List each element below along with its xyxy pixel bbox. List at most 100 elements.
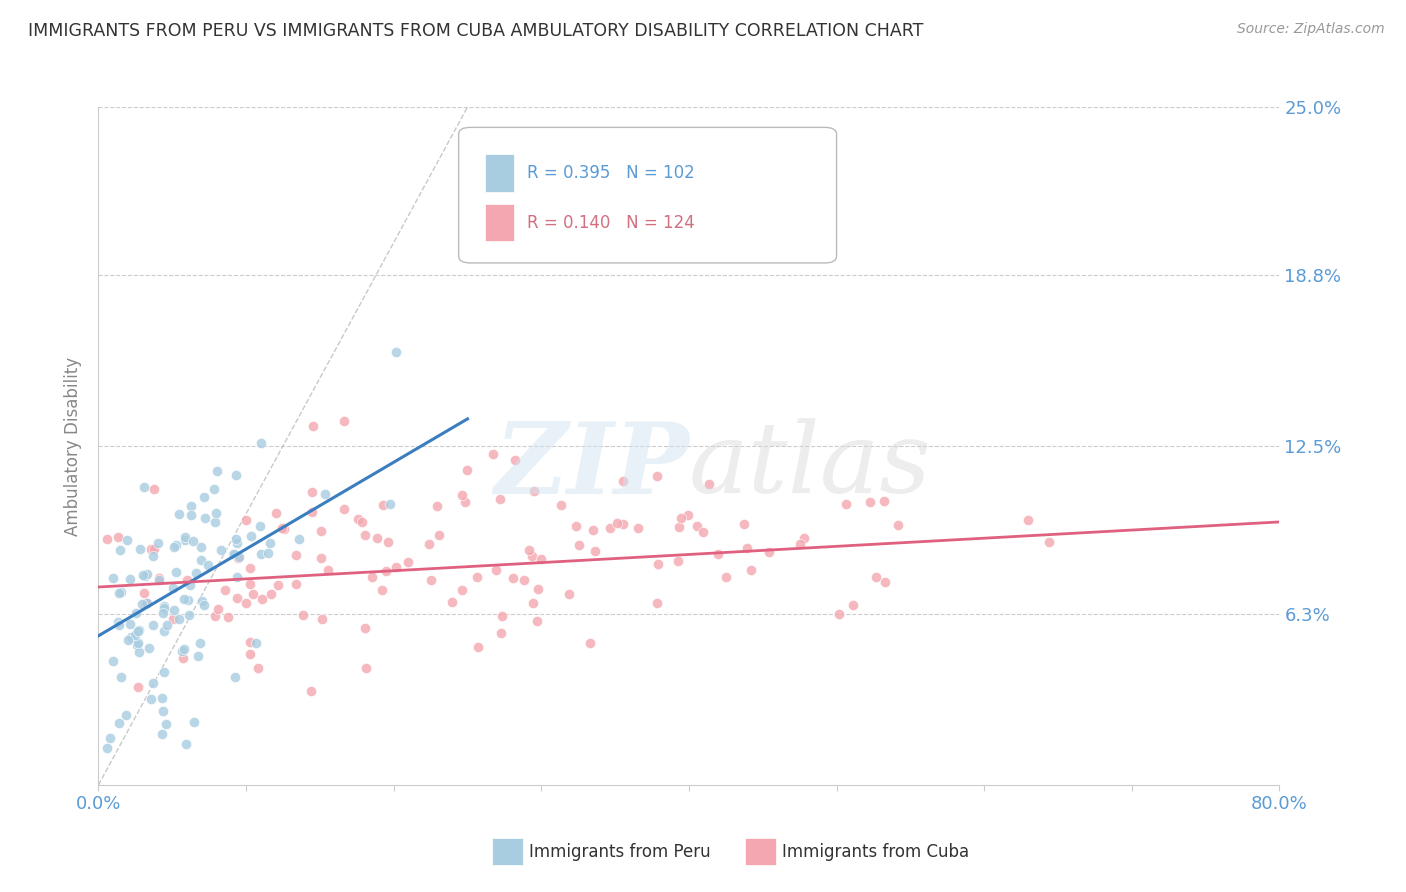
Immigrants from Cuba (668, 520, 690, 534)
Immigrants from Cuba (716, 569, 738, 583)
Immigrants from Peru (107, 615, 129, 629)
Immigrants from Peru (125, 606, 148, 620)
Immigrants from Peru (101, 570, 124, 584)
Immigrants from Cuba (467, 640, 489, 654)
Immigrants from Peru (180, 508, 202, 523)
Immigrants from Peru (110, 584, 132, 599)
Immigrants from Peru (380, 497, 402, 511)
Immigrants from Cuba (467, 570, 489, 584)
Immigrants from Peru (134, 569, 156, 583)
Immigrants from Peru (117, 633, 139, 648)
Immigrants from Peru (152, 600, 174, 615)
Immigrants from Cuba (526, 582, 548, 596)
Immigrants from Cuba (706, 547, 728, 561)
Immigrants from Peru (250, 436, 273, 450)
Immigrants from Peru (110, 670, 132, 684)
Immigrants from Peru (132, 568, 155, 582)
Immigrants from Peru (152, 665, 174, 679)
Immigrants from Cuba (142, 483, 165, 497)
Immigrants from Peru (183, 715, 205, 730)
Immigrants from Cuba (135, 596, 157, 610)
Immigrants from Peru (170, 644, 193, 658)
Immigrants from Peru (190, 636, 212, 650)
Immigrants from Cuba (579, 636, 602, 650)
Immigrants from Peru (142, 617, 165, 632)
Immigrants from Cuba (427, 528, 450, 542)
Immigrants from Cuba (835, 497, 858, 511)
Immigrants from Cuba (440, 595, 463, 609)
Immigrants from Peru (190, 553, 212, 567)
Immigrants from Peru (141, 549, 163, 564)
Immigrants from Peru (150, 691, 173, 706)
Immigrants from Peru (155, 716, 177, 731)
Immigrants from Cuba (284, 548, 307, 562)
Text: Immigrants from Peru: Immigrants from Peru (529, 843, 710, 861)
Immigrants from Cuba (489, 625, 512, 640)
Immigrants from Cuba (316, 563, 339, 577)
Immigrants from Peru (163, 540, 186, 554)
Immigrants from Cuba (686, 519, 709, 533)
Immigrants from Cuba (454, 495, 477, 509)
Immigrants from Cuba (176, 573, 198, 587)
Immigrants from Peru (124, 627, 146, 641)
Immigrants from Cuba (204, 609, 226, 624)
Immigrants from Peru (98, 731, 121, 745)
Immigrants from Cuba (456, 463, 478, 477)
Immigrants from Cuba (647, 557, 669, 571)
Immigrants from Cuba (226, 550, 249, 565)
Immigrants from Peru (176, 737, 198, 751)
Immigrants from Cuba (669, 511, 692, 525)
FancyBboxPatch shape (458, 128, 837, 263)
Immigrants from Cuba (758, 545, 780, 559)
Immigrants from Peru (107, 586, 129, 600)
Immigrants from Cuba (733, 517, 755, 532)
Immigrants from Peru (153, 599, 176, 614)
Immigrants from Cuba (503, 452, 526, 467)
Immigrants from Cuba (793, 531, 815, 545)
Immigrants from Peru (226, 570, 249, 584)
Immigrants from Peru (169, 611, 191, 625)
Text: Immigrants from Cuba: Immigrants from Cuba (782, 843, 969, 861)
Immigrants from Cuba (134, 586, 156, 600)
Immigrants from Cuba (162, 611, 184, 625)
Text: R = 0.395   N = 102: R = 0.395 N = 102 (527, 164, 695, 183)
Immigrants from Peru (101, 655, 124, 669)
Immigrants from Cuba (143, 541, 166, 556)
Immigrants from Cuba (502, 571, 524, 585)
Immigrants from Cuba (385, 559, 408, 574)
Immigrants from Peru (138, 641, 160, 656)
Immigrants from Peru (193, 490, 215, 504)
Immigrants from Cuba (550, 498, 572, 512)
Immigrants from Cuba (599, 521, 621, 535)
Immigrants from Cuba (309, 524, 332, 538)
Immigrants from Cuba (522, 596, 544, 610)
Immigrants from Cuba (107, 530, 129, 544)
Immigrants from Cuba (311, 612, 333, 626)
Immigrants from Cuba (606, 516, 628, 530)
Immigrants from Cuba (517, 543, 540, 558)
Immigrants from Cuba (173, 651, 195, 665)
Immigrants from Cuba (419, 573, 441, 587)
Text: R = 0.140   N = 124: R = 0.140 N = 124 (527, 214, 695, 232)
Immigrants from Peru (115, 707, 138, 722)
Immigrants from Cuba (239, 634, 262, 648)
Y-axis label: Ambulatory Disability: Ambulatory Disability (65, 357, 83, 535)
Immigrants from Cuba (451, 583, 474, 598)
Immigrants from Peru (152, 624, 174, 639)
Immigrants from Cuba (789, 537, 811, 551)
Immigrants from Peru (165, 538, 187, 552)
Immigrants from Peru (187, 649, 209, 664)
Immigrants from Peru (131, 597, 153, 611)
Immigrants from Cuba (740, 563, 762, 577)
Immigrants from Peru (197, 558, 219, 572)
Immigrants from Peru (259, 536, 281, 550)
Immigrants from Peru (177, 593, 200, 607)
Immigrants from Cuba (301, 484, 323, 499)
Immigrants from Peru (107, 618, 129, 632)
Immigrants from Cuba (291, 607, 314, 622)
Immigrants from Peru (127, 624, 149, 638)
Text: Source: ZipAtlas.com: Source: ZipAtlas.com (1237, 22, 1385, 37)
Immigrants from Cuba (271, 521, 294, 535)
Immigrants from Peru (225, 533, 247, 547)
Immigrants from Cuba (582, 523, 605, 537)
